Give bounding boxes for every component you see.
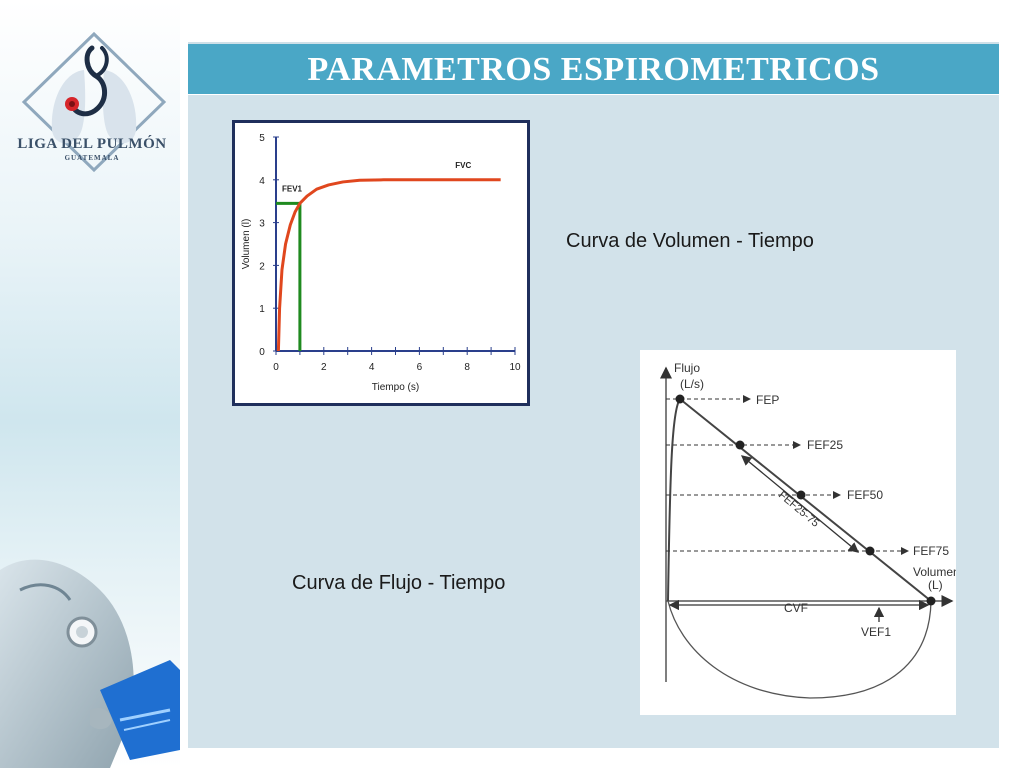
vt-series-line	[276, 178, 501, 352]
vt-y-tick-label: 2	[259, 261, 265, 272]
vt-y-tick-label: 3	[259, 219, 265, 230]
vt-y-tick-label: 5	[259, 133, 265, 144]
vef1-label: VEF1	[861, 625, 891, 639]
logo-name: LIGA DEL PULMÓN	[17, 136, 167, 152]
fv-expiratory-curve	[667, 397, 932, 602]
volume-time-chart-frame: 0 1 2 3 4 5 0 2 4 6 8 10 Tiempo (s) Volumen (l) FEV1 FV…	[232, 120, 530, 406]
fv-inspiratory-curve	[667, 600, 932, 699]
slide-title: PARAMETROS ESPIROMETRICOS	[307, 51, 880, 88]
fv-y-unit: (L/s)	[680, 377, 704, 391]
cvf-end-point	[926, 596, 936, 606]
volume-time-caption: Curva de Volumen - Tiempo	[566, 230, 814, 252]
title-bar: PARAMETROS ESPIROMETRICOS	[188, 42, 999, 94]
vt-x-tick-label: 0	[273, 362, 279, 373]
fef25-75-arrow	[740, 455, 860, 553]
fv-x-unit: (L)	[928, 578, 943, 592]
fef25-point	[735, 440, 745, 450]
flow-time-caption: Curva de Flujo - Tiempo	[292, 572, 506, 594]
vt-x-tick-label: 4	[369, 362, 375, 373]
vt-x-label: Tiempo (s)	[372, 382, 419, 393]
vt-y-label: Volumen (l)	[241, 219, 252, 270]
fvc-label: FVC	[455, 161, 471, 170]
liga-del-pulmon-logo	[21, 31, 167, 173]
vt-x-tick-label: 8	[464, 362, 470, 373]
left-decorative-panel: LIGA DEL PULMÓN GUATEMALA	[0, 0, 180, 768]
fef75-point	[865, 546, 875, 556]
vt-y-tick-label: 4	[259, 176, 265, 187]
patient-spirometry-image	[0, 559, 180, 768]
flow-volume-chart-frame: Flujo (L/s) FEP FEF25 FEF50 FEF75 FEF25-…	[640, 350, 960, 715]
fef50-point	[796, 490, 806, 500]
fv-y-label: Flujo	[674, 361, 700, 375]
fev1-label: FEV1	[282, 184, 303, 193]
fep-point	[675, 394, 685, 404]
vt-y-tick-label: 1	[259, 304, 265, 315]
volume-time-chart: 0 1 2 3 4 5 0 2 4 6 8 10 Tiempo (s) Volumen (l) FEV1 FV…	[241, 133, 521, 393]
logo-subtitle: GUATEMALA	[64, 154, 120, 162]
fef50-label: FEF50	[847, 488, 883, 502]
fep-label: FEP	[756, 393, 779, 407]
fef25-label: FEF25	[807, 438, 843, 452]
vt-y-tick-label: 0	[259, 347, 265, 358]
vt-x-tick-label: 6	[417, 362, 423, 373]
fv-x-label: Volumen	[913, 565, 956, 579]
vt-x-tick-label: 2	[321, 362, 327, 373]
flow-volume-chart: Flujo (L/s) FEP FEF25 FEF50 FEF75 FEF25-…	[660, 361, 960, 699]
cvf-label: CVF	[784, 601, 808, 615]
fef75-label: FEF75	[913, 544, 949, 558]
vt-x-tick-label: 10	[509, 362, 521, 373]
